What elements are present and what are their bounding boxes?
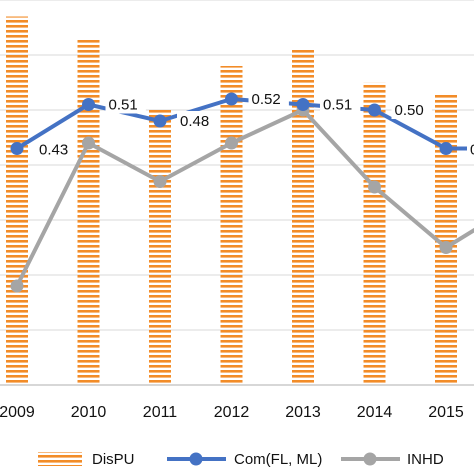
bar-2014 (363, 82, 386, 385)
bar-2015 (435, 93, 457, 385)
inhd-line (15, 108, 474, 287)
data-label-bg (105, 94, 146, 114)
bar-2012 (220, 66, 243, 385)
data-label: 0.50 (395, 102, 424, 119)
x-tick-label: 2015 (428, 404, 464, 421)
data-label-bg (467, 139, 474, 159)
series-points (10, 92, 453, 293)
legend-marker-com (189, 452, 203, 466)
com-point (82, 98, 95, 111)
x-tick-label: 2012 (214, 404, 250, 421)
com-point (225, 92, 238, 106)
data-label: 0.51 (109, 97, 138, 114)
x-tick-label: 2014 (357, 404, 393, 421)
legend-label-inhd: INHD (407, 451, 444, 468)
data-label-bg (177, 111, 218, 130)
x-tick-label: 2013 (285, 404, 321, 421)
com-point (439, 142, 453, 155)
inhd-point (153, 175, 167, 188)
inhd-point (368, 180, 381, 194)
legend-swatch-dispu (38, 452, 82, 466)
bar-2011 (149, 110, 171, 385)
data-label: 0.52 (252, 91, 281, 108)
inhd-point (82, 136, 95, 150)
data-label: 0.48 (180, 113, 209, 130)
data-label-bg (36, 139, 77, 159)
com-point (10, 142, 24, 155)
com-point (153, 114, 167, 128)
x-tick-label: 2009 (0, 404, 35, 421)
data-labels: 0.43 0.51 0.48 0.52 0.51 0.50 0 (36, 89, 474, 159)
data-label: 0.51 (323, 97, 352, 114)
legend: DisPU Com(FL, ML) INHD (38, 451, 444, 468)
com-point (368, 103, 381, 117)
inhd-point (439, 241, 453, 254)
bar-2010 (77, 38, 100, 385)
bar-2013 (292, 49, 314, 385)
inhd-point (10, 279, 24, 293)
x-tick-labels: 20092010201120122013201420152016 (0, 404, 464, 421)
data-label-bg (248, 89, 289, 108)
legend-marker-inhd (363, 452, 377, 466)
data-label: 0.43 (39, 142, 68, 159)
com-point (296, 98, 310, 111)
data-label: 0 (470, 142, 474, 159)
data-label-bg (320, 94, 361, 114)
inhd-point (225, 136, 238, 150)
x-tick-label: 2011 (143, 404, 178, 421)
x-tick-label: 2010 (71, 404, 107, 421)
legend-label-dispu: DisPU (92, 451, 135, 468)
data-label-bg (391, 100, 432, 119)
bar-2009 (6, 16, 28, 385)
legend-label-com: Com(FL, ML) (234, 451, 322, 468)
